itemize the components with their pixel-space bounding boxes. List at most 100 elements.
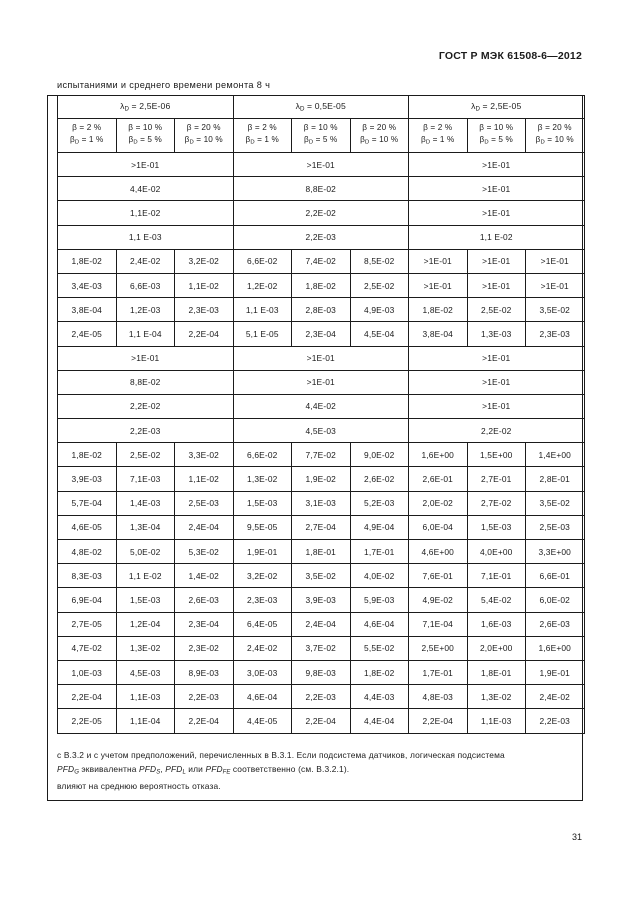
table-cell: 1,9E-01	[525, 659, 585, 686]
table-row: >1E-01 >1E-01 >1E-01	[57, 345, 585, 371]
table-cell: 5,1 E-05	[232, 321, 292, 347]
table-cell: 2,7E-04	[291, 514, 351, 541]
table-cell: 2,2E-03	[57, 418, 234, 444]
table-cell: 4,7E-02	[57, 635, 117, 661]
sub-header-cell: β = 2 % βD = 1 %	[232, 118, 292, 153]
footnote-line-3: влияют на среднюю вероятность отказа.	[57, 781, 221, 792]
table-cell: 8,8E-02	[232, 176, 409, 202]
table-cell: 6,9E-04	[57, 587, 117, 613]
table-row: 5,7E-04 1,4E-03 2,5E-03 1,5E-03 3,1E-03 5,2E-…	[57, 490, 585, 516]
footnote-line-1: с В.3.2 и с учетом предположений, перечи…	[57, 750, 505, 760]
table-cell: 1,9E-02	[291, 466, 351, 492]
table-cell: 2,3E-04	[174, 611, 234, 637]
table-cell: >1E-01	[408, 369, 585, 395]
table-cell: 1,1 E-03	[232, 297, 292, 323]
table-cell: 2,2E-04	[291, 708, 351, 734]
table-cell: 2,2E-03	[232, 224, 409, 250]
table-cell: 1,4E-03	[115, 490, 175, 516]
table-cell: 4,6E-04	[349, 611, 409, 637]
table-cell: 2,3E-03	[525, 321, 585, 347]
table-cell: 1,1E-02	[174, 466, 234, 492]
table-cell: >1E-01	[408, 393, 585, 420]
table-cell: 5,9E-03	[349, 587, 409, 613]
table-footnote: с В.3.2 и с учетом предположений, перечи…	[57, 748, 577, 793]
group-header-cell: λD = 0,5E-05	[232, 95, 409, 119]
table-cell: 7,6E-01	[408, 563, 468, 589]
table-cell: 3,5E-02	[291, 563, 351, 589]
table-cell: >1E-01	[57, 345, 234, 371]
table-cell: 8,5E-02	[349, 248, 409, 274]
table-cell: 9,5E-05	[232, 514, 292, 541]
table-cell: >1E-01	[408, 200, 585, 226]
table-cell: 2,5E-02	[349, 272, 409, 299]
table-cell: 1,7E-01	[408, 659, 468, 686]
pfd-data-table: λD = 2,5E-06 λD = 0,5E-05 λD = 2,5E-05 β…	[57, 95, 585, 734]
table-cell: 6,6E-03	[115, 272, 175, 299]
sub-header-cell: β = 20 % βD = 10 %	[525, 118, 585, 153]
table-cell: 3,0E-03	[232, 659, 292, 686]
sub-header-cell: β = 20 % βD = 10 %	[174, 118, 234, 153]
table-cell: 8,8E-02	[57, 369, 234, 395]
table-cell: 2,5E-02	[466, 297, 526, 323]
table-cell: 3,1E-03	[291, 490, 351, 516]
table-cell: 5,4E-02	[466, 587, 526, 613]
table-cell: 4,4E-02	[57, 176, 234, 202]
table-cell: 4,0E+00	[466, 538, 526, 565]
sub-header-row: β = 2 % βD = 1 % β = 10 % βD = 5 % β = 20 …	[57, 118, 585, 153]
table-row: 2,2E-05 1,1E-04 2,2E-04 4,4E-05 2,2E-04 4,4E-…	[57, 708, 585, 734]
table-cell: 9,8E-03	[291, 659, 351, 686]
table-cell: 2,4E-02	[115, 248, 175, 274]
table-cell: 1,6E-03	[466, 611, 526, 637]
table-row: 2,2E-02 4,4E-02 >1E-01	[57, 393, 585, 420]
table-cell: 4,0E-02	[349, 563, 409, 589]
table-cell: 1,3E-02	[466, 684, 526, 710]
table-cell: 2,2E-04	[174, 321, 234, 347]
table-cell: >1E-01	[232, 345, 409, 371]
table-cell: 7,1E-03	[115, 466, 175, 492]
table-cell: >1E-01	[57, 151, 234, 178]
table-cell: 1,8E-02	[57, 248, 117, 274]
table-cell: 2,3E-04	[291, 321, 351, 347]
table-cell: 1,8E-02	[57, 442, 117, 468]
table-cell: 1,0E-03	[57, 659, 117, 686]
group-header-cell: λD = 2,5E-06	[57, 95, 234, 119]
table-cell: 4,4E-02	[232, 393, 409, 420]
table-cell: 6,0E-02	[525, 587, 585, 613]
table-cell: 4,9E-04	[349, 514, 409, 541]
table-cell: 3,2E-02	[232, 563, 292, 589]
table-cell: >1E-01	[408, 272, 468, 299]
table-cell: >1E-01	[408, 176, 585, 202]
table-cell: 2,7E-01	[466, 466, 526, 492]
table-cell: 2,8E-03	[291, 297, 351, 323]
table-cell: 1,4E-02	[174, 563, 234, 589]
table-cell: 5,2E-03	[349, 490, 409, 516]
table-row: 3,4E-03 6,6E-03 1,1E-02 1,2E-02 1,8E-02 2,5E-…	[57, 272, 585, 299]
table-cell: 2,3E-03	[174, 297, 234, 323]
table-cell: 2,5E-03	[174, 490, 234, 516]
table-cell: 2,2E-03	[291, 684, 351, 710]
sub-header-cell: β = 10 % βD = 5 %	[291, 118, 351, 153]
table-cell: 7,7E-02	[291, 442, 351, 468]
table-cell: >1E-01	[408, 248, 468, 274]
table-row: 1,0E-03 4,5E-03 8,9E-03 3,0E-03 9,8E-03 1,8E-…	[57, 659, 585, 686]
table-cell: 2,3E-02	[174, 635, 234, 661]
table-cell: 2,7E-02	[466, 490, 526, 516]
table-cell: 2,0E-02	[408, 490, 468, 516]
table-cell: 1,1E-04	[115, 708, 175, 734]
table-cell: 5,7E-04	[57, 490, 117, 516]
table-cell: 4,8E-02	[57, 538, 117, 565]
table-row: 3,9E-03 7,1E-03 1,1E-02 1,3E-02 1,9E-02 2,6E-…	[57, 466, 585, 492]
table-cell: 4,6E-04	[232, 684, 292, 710]
table-row: >1E-01 >1E-01 >1E-01	[57, 151, 585, 178]
table-cell: 4,6E+00	[408, 538, 468, 565]
table-row: 3,8E-04 1,2E-03 2,3E-03 1,1 E-03 2,8E-03 4,9E…	[57, 297, 585, 323]
table-cell: 3,8E-04	[408, 321, 468, 347]
table-cell: 1,4E+00	[525, 442, 585, 468]
table-container: λD = 2,5E-06 λD = 0,5E-05 λD = 2,5E-05 β…	[57, 95, 585, 734]
table-cell: 4,6E-05	[57, 514, 117, 541]
table-cell: 2,2E-03	[525, 708, 585, 734]
intro-text: испытаниями и среднего времени ремонта 8…	[57, 80, 271, 90]
table-cell: 2,4E-02	[232, 635, 292, 661]
table-cell: 6,6E-02	[232, 442, 292, 468]
